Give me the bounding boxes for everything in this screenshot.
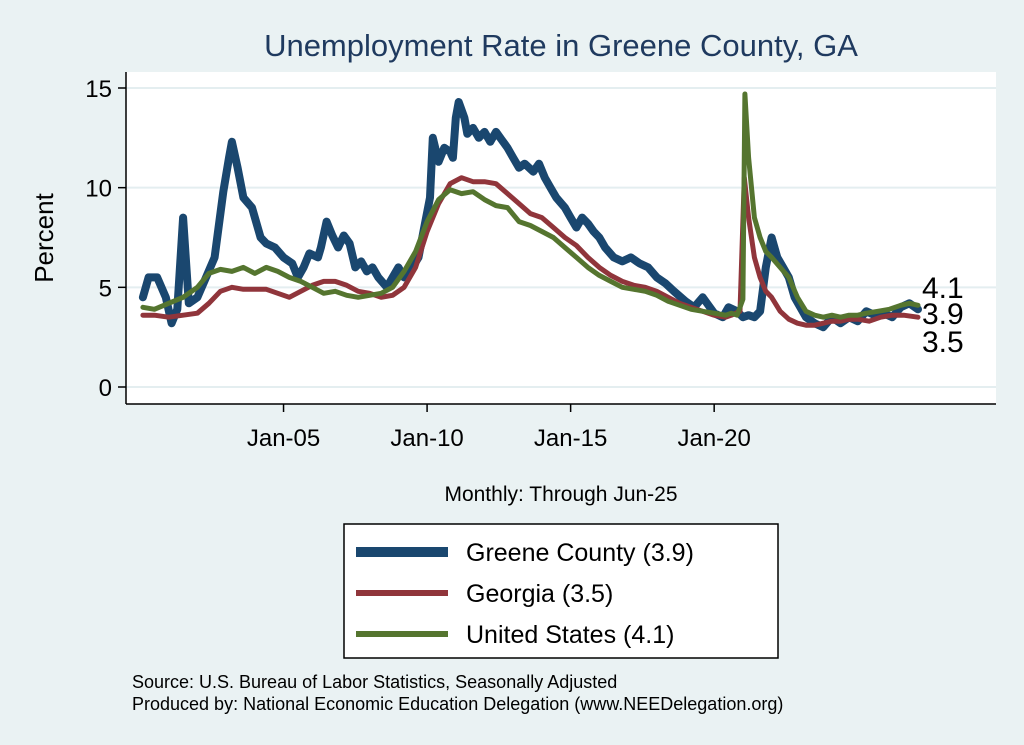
axes (118, 72, 996, 412)
series-lines (138, 91, 922, 332)
end-value-labels: 4.13.93.5 (922, 272, 964, 359)
y-tick-label-1: 5 (99, 275, 112, 302)
y-tick-label-0: 0 (99, 375, 112, 402)
y-axis-label: Percent (29, 192, 59, 282)
x-axis-label: Monthly: Through Jun-25 (444, 483, 677, 506)
legend-label-greene-county: Greene County (3.9) (466, 539, 694, 567)
legend: Greene County (3.9) Georgia (3.5) United S… (343, 523, 779, 659)
chart-title: Unemployment Rate in Greene County, GA (264, 28, 858, 63)
producer-note: Produced by: National Economic Education… (132, 694, 783, 714)
x-tick-labels: Jan-05 Jan-10 Jan-15 Jan-20 (247, 425, 751, 452)
legend-label-united-states: United States (4.1) (466, 621, 674, 649)
x-tick-label-1: Jan-10 (390, 425, 463, 452)
y-tick-label-3: 15 (85, 76, 112, 103)
end-label-0: 4.1 (922, 272, 964, 305)
x-tick-label-3: Jan-20 (677, 425, 750, 452)
y-gridlines (126, 87, 996, 388)
x-tick-label-2: Jan-15 (534, 425, 607, 452)
plot-area (126, 72, 996, 404)
series-line-united-states (140, 91, 921, 320)
y-tick-label-2: 10 (85, 176, 112, 203)
x-tick-label-0: Jan-05 (247, 425, 320, 452)
series-line-georgia (140, 175, 921, 328)
end-label-2: 3.5 (922, 326, 964, 359)
source-note: Source: U.S. Bureau of Labor Statistics,… (132, 672, 617, 692)
series-line-greene-county (138, 98, 922, 332)
legend-label-georgia: Georgia (3.5) (466, 580, 613, 608)
end-label-1: 3.9 (922, 298, 964, 331)
y-tick-labels: 0 5 10 15 (85, 76, 112, 402)
